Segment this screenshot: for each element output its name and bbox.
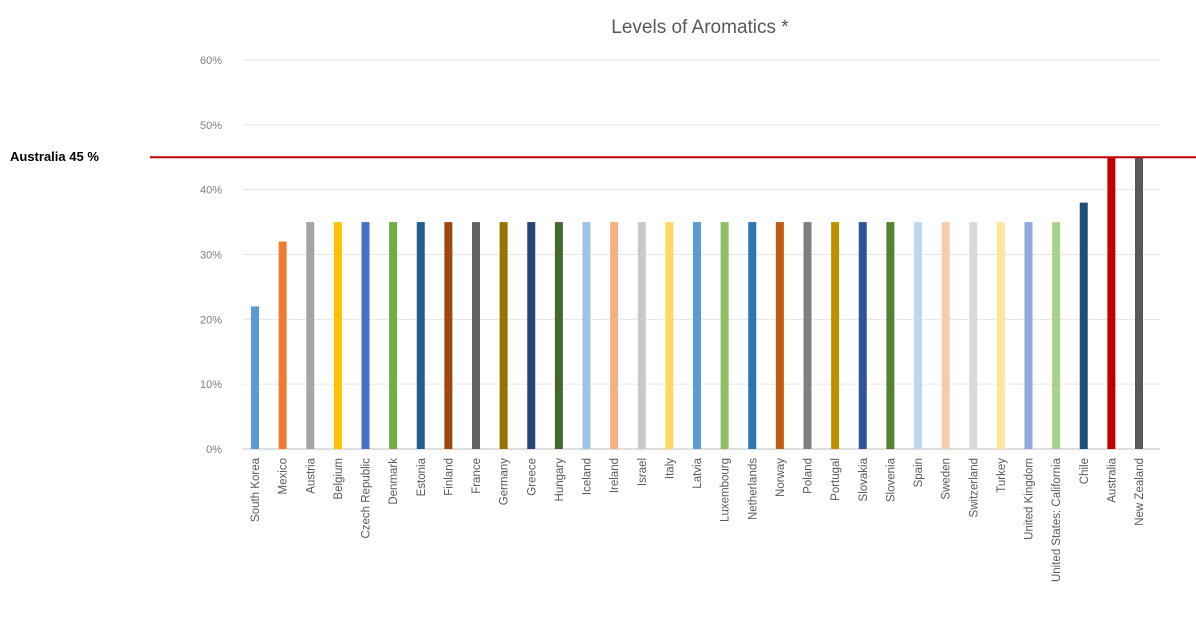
bar-slovakia	[858, 222, 867, 449]
y-tick-label: 10%	[200, 379, 222, 391]
bar-sweden	[941, 222, 950, 449]
y-tick-label: 40%	[200, 185, 222, 197]
bar-germany	[499, 222, 508, 449]
bar-iceland	[582, 222, 591, 449]
x-tick-label: Australia	[1106, 457, 1118, 502]
y-tick-label: 60%	[200, 55, 222, 67]
reference-line-label: Australia 45 %	[10, 149, 99, 164]
bar-united-states-california	[1052, 222, 1061, 449]
x-tick-label: Sweden	[941, 458, 953, 500]
bar-italy	[665, 222, 674, 449]
bar-luxembourg	[720, 222, 729, 449]
x-tick-label: Norway	[775, 458, 787, 497]
x-tick-label: Mexico	[278, 458, 290, 494]
bar-slovenia	[886, 222, 895, 449]
bar-belgium	[333, 222, 342, 449]
x-tick-label: Czech Republic	[361, 458, 373, 539]
bar-turkey	[996, 222, 1005, 449]
x-tick-label: Estonia	[416, 457, 428, 496]
bars	[251, 157, 1143, 449]
x-tick-label: Greece	[526, 458, 538, 496]
bar-greece	[527, 222, 536, 449]
x-tick-label: United Kingdom	[1024, 458, 1036, 540]
bar-latvia	[693, 222, 701, 449]
x-tick-label: Germany	[499, 458, 511, 506]
bar-chile	[1079, 202, 1088, 449]
x-tick-label: Belgium	[333, 458, 345, 500]
x-tick-label: Denmark	[388, 458, 400, 505]
x-tick-label: New Zealand	[1134, 458, 1146, 526]
y-tick-label: 20%	[200, 314, 222, 326]
x-tick-label: Hungary	[554, 458, 566, 502]
x-tick-label: Israel	[637, 458, 649, 486]
x-tick-label: Slovakia	[858, 457, 870, 501]
x-tick-label: United States: California	[1051, 457, 1063, 582]
x-tick-label: Italy	[664, 458, 676, 479]
x-tick-label: Ireland	[609, 458, 621, 493]
bar-new-zealand	[1135, 157, 1143, 449]
bar-spain	[914, 222, 922, 449]
x-tick-label: Iceland	[582, 458, 594, 495]
chart-title: Levels of Aromatics *	[611, 17, 789, 38]
y-tick-label: 0%	[206, 444, 222, 456]
bar-mexico	[278, 241, 287, 449]
x-tick-label: Netherlands	[747, 458, 759, 520]
bar-portugal	[831, 222, 840, 449]
x-tick-label: France	[471, 458, 483, 494]
bar-austria	[306, 222, 315, 449]
y-tick-label: 30%	[200, 250, 222, 262]
bar-south-korea	[251, 306, 259, 449]
bar-ireland	[610, 222, 619, 449]
x-tick-label: Turkey	[996, 458, 1008, 493]
x-tick-label: Finland	[443, 458, 455, 496]
x-tick-label: Portugal	[830, 458, 842, 501]
x-tick-label: Luxembourg	[720, 458, 732, 522]
bar-estonia	[416, 222, 425, 449]
bar-czech-republic	[361, 222, 370, 449]
bar-finland	[444, 222, 453, 449]
x-tick-label: Spain	[913, 458, 925, 487]
bar-switzerland	[969, 222, 978, 449]
bar-netherlands	[748, 222, 757, 449]
y-tick-label: 50%	[200, 120, 222, 132]
bar-hungary	[554, 222, 563, 449]
bar-norway	[775, 222, 784, 449]
x-tick-label: Slovenia	[885, 457, 897, 502]
x-axis-category-labels: South Korea Mexico Austria Belgium Czech Rep…	[250, 457, 1146, 582]
bar-australia	[1107, 157, 1116, 449]
bar-france	[472, 222, 480, 449]
bar-denmark	[389, 222, 398, 449]
x-tick-label: Chile	[1079, 458, 1091, 484]
bar-united-kingdom	[1024, 222, 1033, 449]
x-tick-label: Poland	[803, 458, 815, 494]
gridlines	[243, 59, 1160, 450]
x-tick-label: Latvia	[692, 457, 704, 488]
bar-israel	[637, 222, 646, 449]
x-tick-label: South Korea	[250, 457, 262, 522]
y-axis-tick-labels: 0% 10% 20% 30% 40% 50% 60%	[200, 55, 222, 456]
x-tick-label: Austria	[305, 457, 317, 493]
x-tick-label: Switzerland	[968, 458, 980, 517]
bar-poland	[803, 222, 812, 449]
